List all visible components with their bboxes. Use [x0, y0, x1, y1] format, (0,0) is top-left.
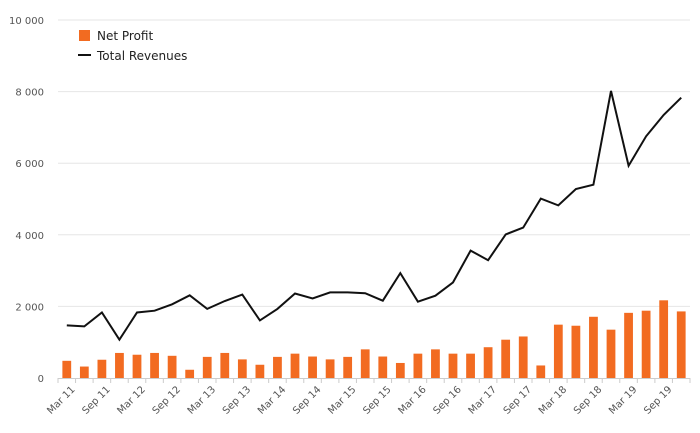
bar-net-profit — [185, 369, 195, 378]
bar-net-profit — [448, 353, 458, 378]
x-tick-label: Sep 19 — [642, 384, 674, 416]
x-tick-label: Mar 19 — [607, 384, 639, 416]
bar-net-profit — [589, 316, 598, 378]
bar-net-profit — [325, 359, 335, 378]
bar-net-profit — [624, 312, 633, 378]
x-tick-label: Mar 18 — [537, 384, 569, 416]
bar-net-profit — [79, 366, 89, 378]
bar-net-profit — [518, 336, 528, 378]
y-tick-label: 2 000 — [15, 302, 44, 313]
x-tick-label: Sep 13 — [221, 384, 253, 416]
y-axis: 0 2 000 4 000 6 000 8 000 10 000 — [9, 16, 44, 385]
bar-net-profit — [132, 354, 142, 378]
bar-net-profit — [571, 325, 581, 378]
x-tick-label: Sep 12 — [151, 384, 183, 416]
bar-net-profit — [483, 347, 493, 378]
bar-net-profit — [273, 356, 282, 378]
x-tick-label: Mar 17 — [467, 384, 499, 416]
bar-net-profit — [641, 310, 651, 378]
x-axis: Mar 11 Sep 11 Mar 12 Sep 12 Mar 13 Sep 13 Mar … — [45, 378, 691, 417]
bar-net-profit — [202, 356, 212, 378]
bar-net-profit — [308, 356, 317, 378]
bar-net-profit — [290, 353, 300, 378]
bar-net-profit — [659, 300, 669, 378]
bar-net-profit — [413, 353, 423, 378]
x-tick-label: Mar 13 — [186, 384, 218, 416]
y-tick-label: 8 000 — [15, 88, 44, 99]
y-tick-label: 0 — [38, 374, 44, 385]
bar-net-profit — [97, 359, 107, 378]
x-tick-label: Mar 15 — [326, 384, 358, 416]
bar-net-profit — [553, 324, 563, 378]
x-tick-label: Sep 16 — [432, 384, 464, 416]
bar-net-profit — [343, 356, 353, 378]
legend-label-total-revenues: Total Revenues — [96, 49, 187, 63]
bar-net-profit — [360, 349, 370, 378]
bar-net-profit — [167, 355, 177, 378]
bar-net-profit — [378, 356, 388, 378]
bar-net-profit — [536, 365, 546, 378]
x-tick-label: Mar 11 — [45, 384, 77, 416]
y-tick-label: 6 000 — [15, 159, 44, 170]
x-tick-label: Sep 18 — [572, 384, 604, 416]
x-tick-label: Sep 17 — [502, 384, 534, 416]
bar-net-profit — [255, 364, 265, 378]
legend-label-net-profit: Net Profit — [97, 29, 153, 43]
x-tick-label: Sep 15 — [361, 384, 393, 416]
y-tick-label: 10 000 — [9, 16, 44, 27]
legend: Net Profit Total Revenues — [78, 29, 187, 63]
total-revenues-line-group — [66, 90, 682, 342]
bar-net-profit — [606, 329, 616, 378]
bar-net-profit — [115, 352, 124, 378]
legend-swatch-net-profit — [79, 30, 90, 41]
bar-net-profit — [220, 352, 230, 378]
net-profit-bars — [62, 300, 686, 378]
bar-net-profit — [62, 360, 72, 378]
x-tick-label: Mar 14 — [256, 384, 288, 416]
x-tick-label: Mar 16 — [396, 384, 428, 416]
x-tick-label: Sep 14 — [291, 384, 323, 416]
x-tick-label: Sep 11 — [80, 384, 112, 416]
bar-net-profit — [395, 362, 405, 378]
bar-net-profit — [676, 311, 686, 378]
bar-net-profit — [237, 359, 247, 378]
x-tick-label: Mar 12 — [116, 384, 148, 416]
bar-net-profit — [150, 352, 159, 378]
bar-net-profit — [466, 353, 475, 378]
y-tick-label: 4 000 — [15, 231, 44, 242]
bar-net-profit — [431, 349, 440, 378]
line-total-revenues — [66, 90, 682, 342]
bar-net-profit — [501, 339, 511, 378]
